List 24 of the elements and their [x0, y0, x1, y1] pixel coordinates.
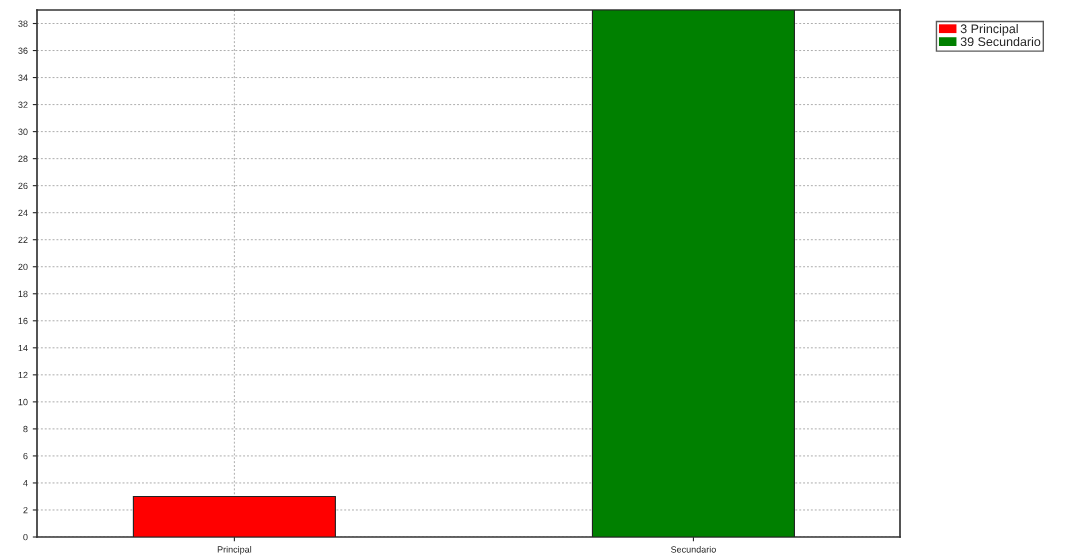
y-tick-label: 12	[18, 371, 28, 379]
y-tick-label: 34	[18, 74, 28, 81]
y-tick-label: 22	[18, 236, 28, 243]
y-tick-label: 10	[18, 398, 28, 406]
y-tick-label: 32	[18, 101, 28, 108]
y-tick-label: 36	[18, 47, 28, 54]
legend-label: 3 Principal	[960, 24, 1018, 36]
y-tick-label: 16	[18, 317, 28, 325]
y-tick-label: 6	[23, 452, 28, 460]
y-tick-label: 38	[18, 20, 28, 27]
y-tick-label: 0	[23, 533, 28, 541]
x-tick-label: Principal	[217, 546, 252, 555]
y-tick-label: 8	[23, 425, 28, 433]
y-tick-label: 24	[18, 209, 28, 216]
y-tick-label: 28	[18, 155, 28, 162]
x-tick-label: Secundario	[671, 546, 716, 553]
y-tick-label: 30	[18, 128, 28, 135]
y-tick-label: 14	[18, 344, 28, 352]
y-tick-label: 2	[23, 506, 28, 514]
y-tick-label: 18	[18, 290, 28, 298]
y-tick-label: 26	[18, 182, 28, 190]
legend-label: 39 Secundario	[960, 36, 1041, 47]
y-tick-label: 4	[23, 480, 28, 487]
y-tick-label: 20	[18, 263, 28, 271]
